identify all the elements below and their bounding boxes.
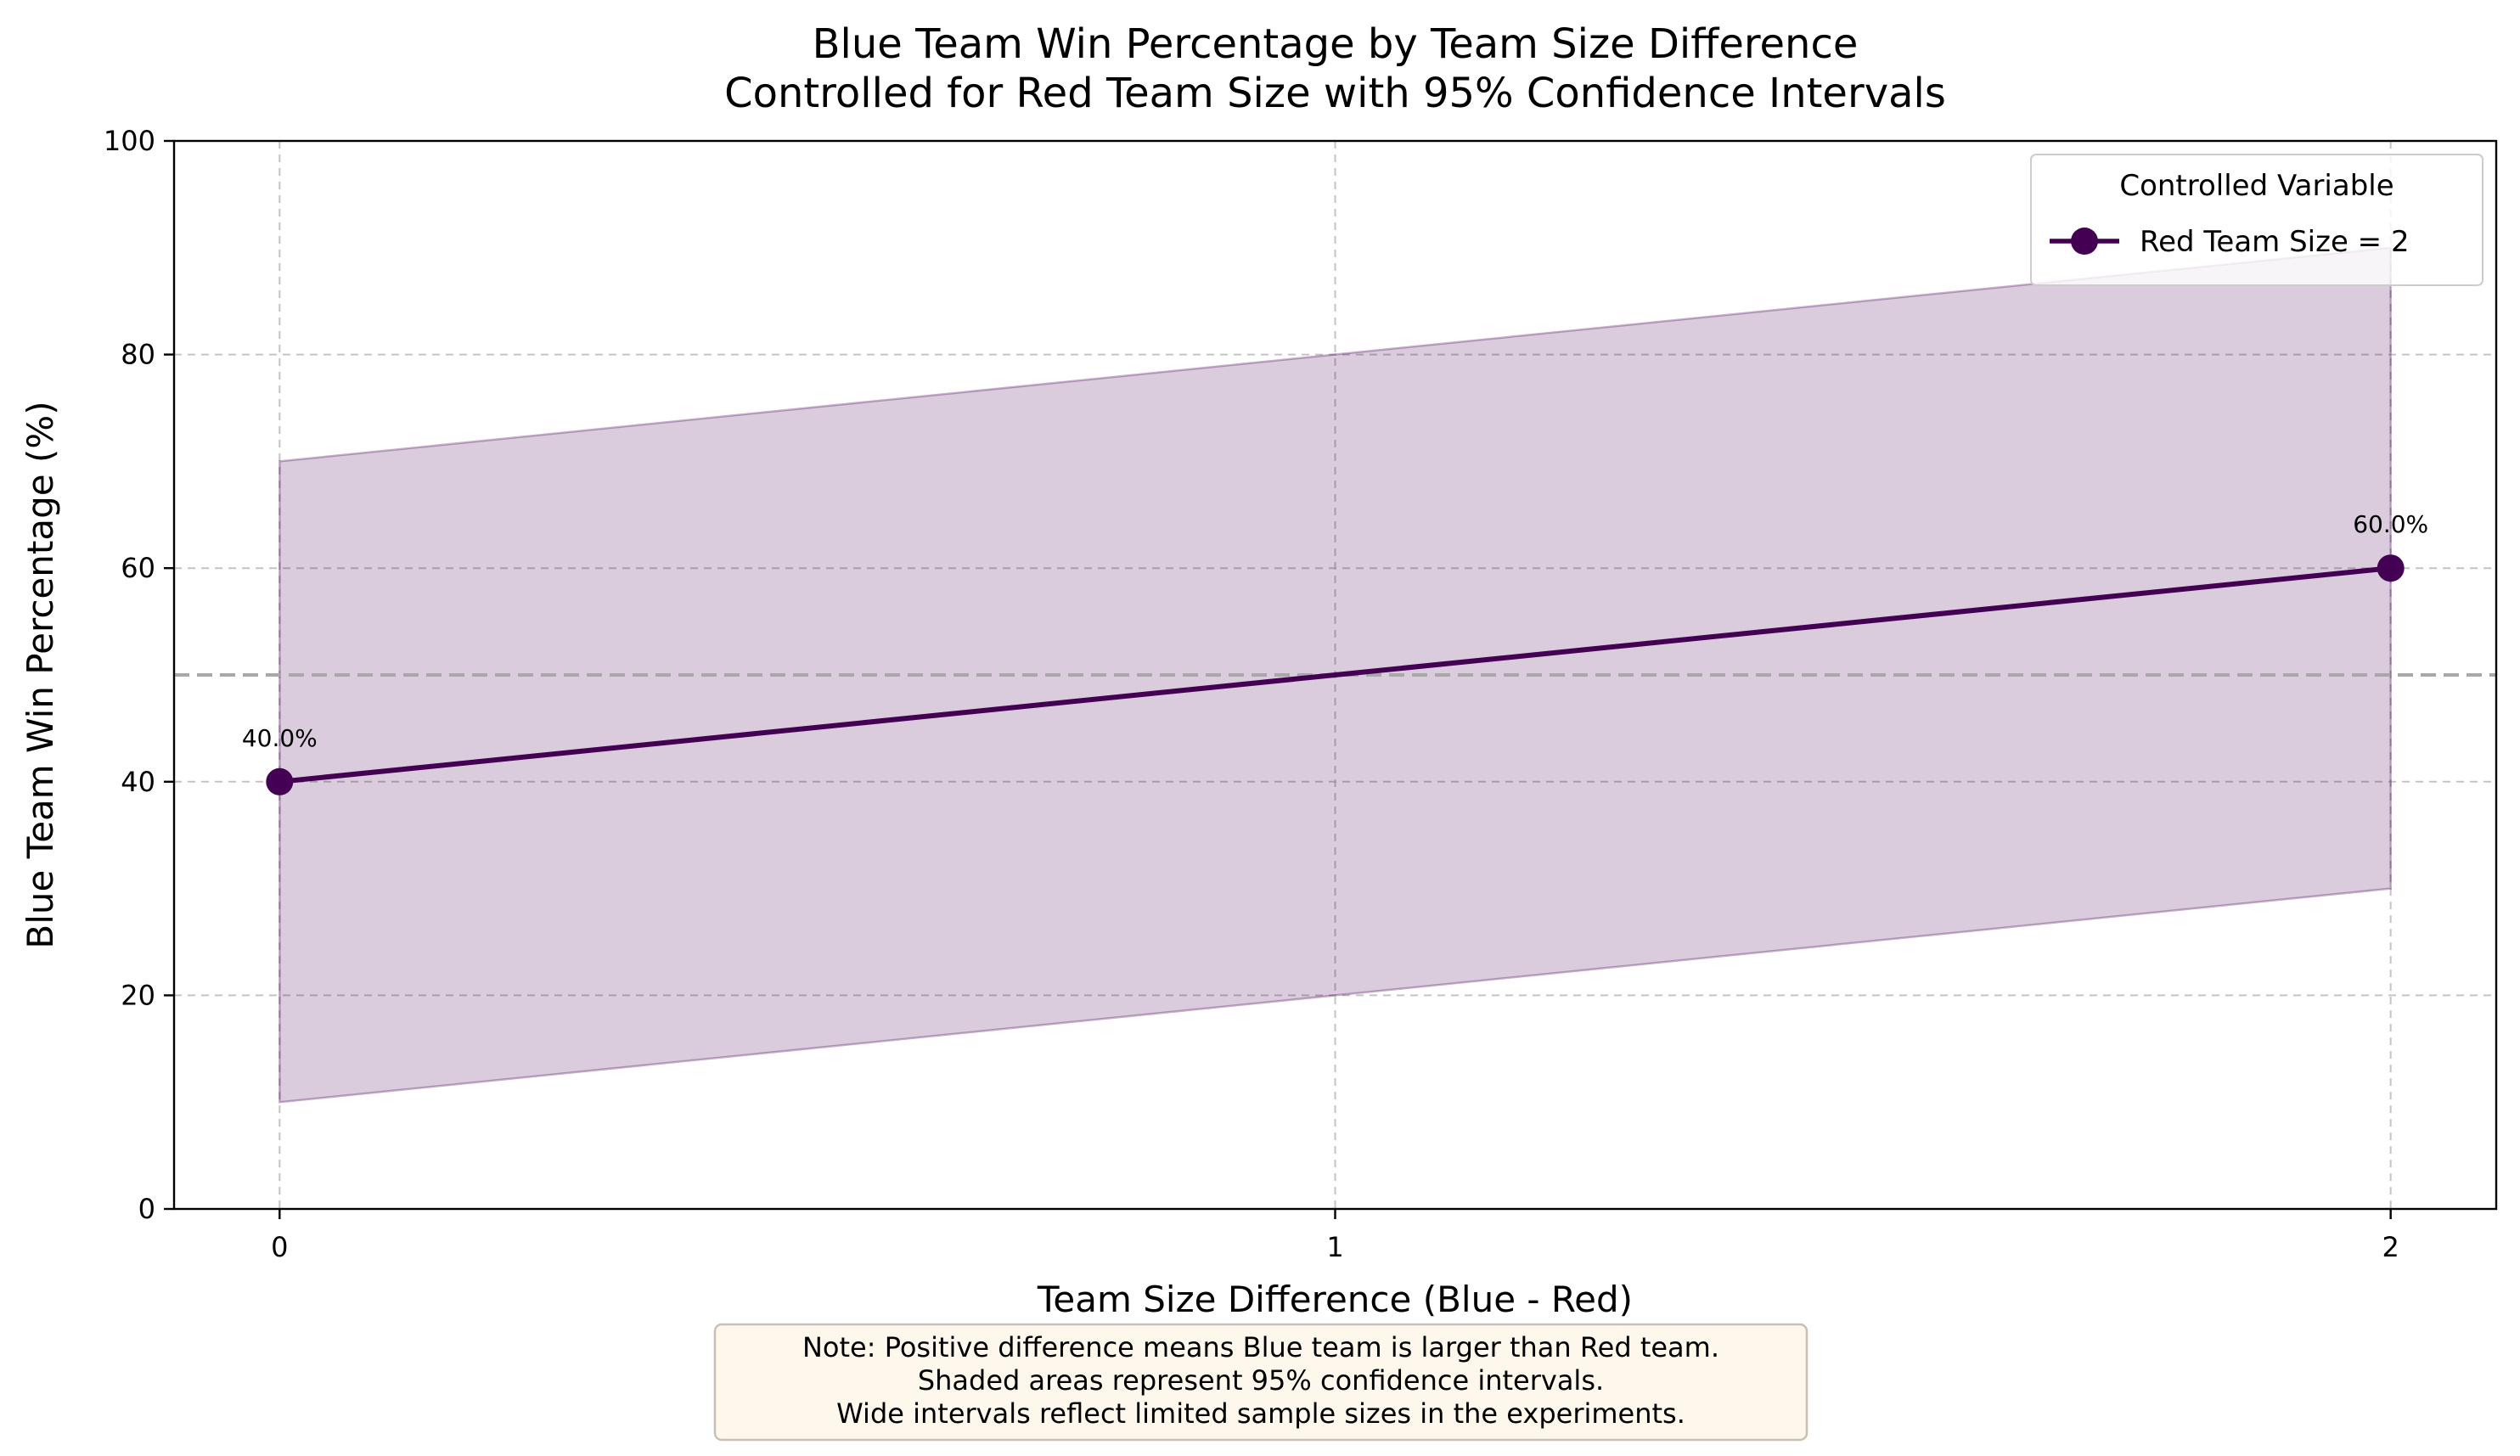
- y-tick-label: 80: [121, 339, 155, 371]
- legend-title: Controlled Variable: [2119, 169, 2393, 203]
- y-tick-label: 20: [121, 979, 155, 1011]
- data-label: 40.0%: [242, 724, 318, 752]
- y-axis-ticks: 0 20 40 60 80 100: [104, 125, 174, 1225]
- y-tick-label: 60: [121, 552, 155, 584]
- series-points: [266, 554, 2405, 795]
- legend-entry: Red Team Size = 2: [2140, 225, 2410, 259]
- note-box: Note: Positive difference means Blue tea…: [713, 1323, 1808, 1442]
- series-lines: [279, 565, 2391, 784]
- data-label: 60.0%: [2353, 510, 2428, 538]
- note-line: Shaded areas represent 95% confidence in…: [918, 1364, 1604, 1397]
- data-point: [2377, 554, 2405, 582]
- legend-marker: [2071, 228, 2098, 255]
- y-tick-label: 40: [121, 766, 155, 798]
- series-line: [279, 565, 2391, 784]
- y-tick-label: 100: [104, 125, 155, 157]
- x-tick-label: 0: [271, 1231, 288, 1263]
- legend: Controlled Variable Red Team Size = 2: [2030, 154, 2483, 286]
- y-axis-label: Blue Team Win Percentage (%): [20, 401, 61, 948]
- x-axis-label: Team Size Difference (Blue - Red): [1037, 1279, 1633, 1320]
- note-line: Note: Positive difference means Blue tea…: [802, 1331, 1719, 1363]
- y-tick-label: 0: [138, 1193, 155, 1225]
- note-background: [713, 1323, 1808, 1442]
- data-labels: 40.0% 60.0%: [242, 510, 2428, 752]
- data-point: [266, 767, 294, 795]
- x-axis-ticks: 0 1 2: [271, 1209, 2399, 1263]
- chart-title: Blue Team Win Percentage by Team Size Di…: [724, 20, 1946, 117]
- legend-box: [2030, 154, 2483, 286]
- x-tick-label: 1: [1326, 1231, 1343, 1263]
- note-line: Wide intervals reflect limited sample si…: [836, 1397, 1685, 1430]
- x-tick-label: 2: [2382, 1231, 2399, 1263]
